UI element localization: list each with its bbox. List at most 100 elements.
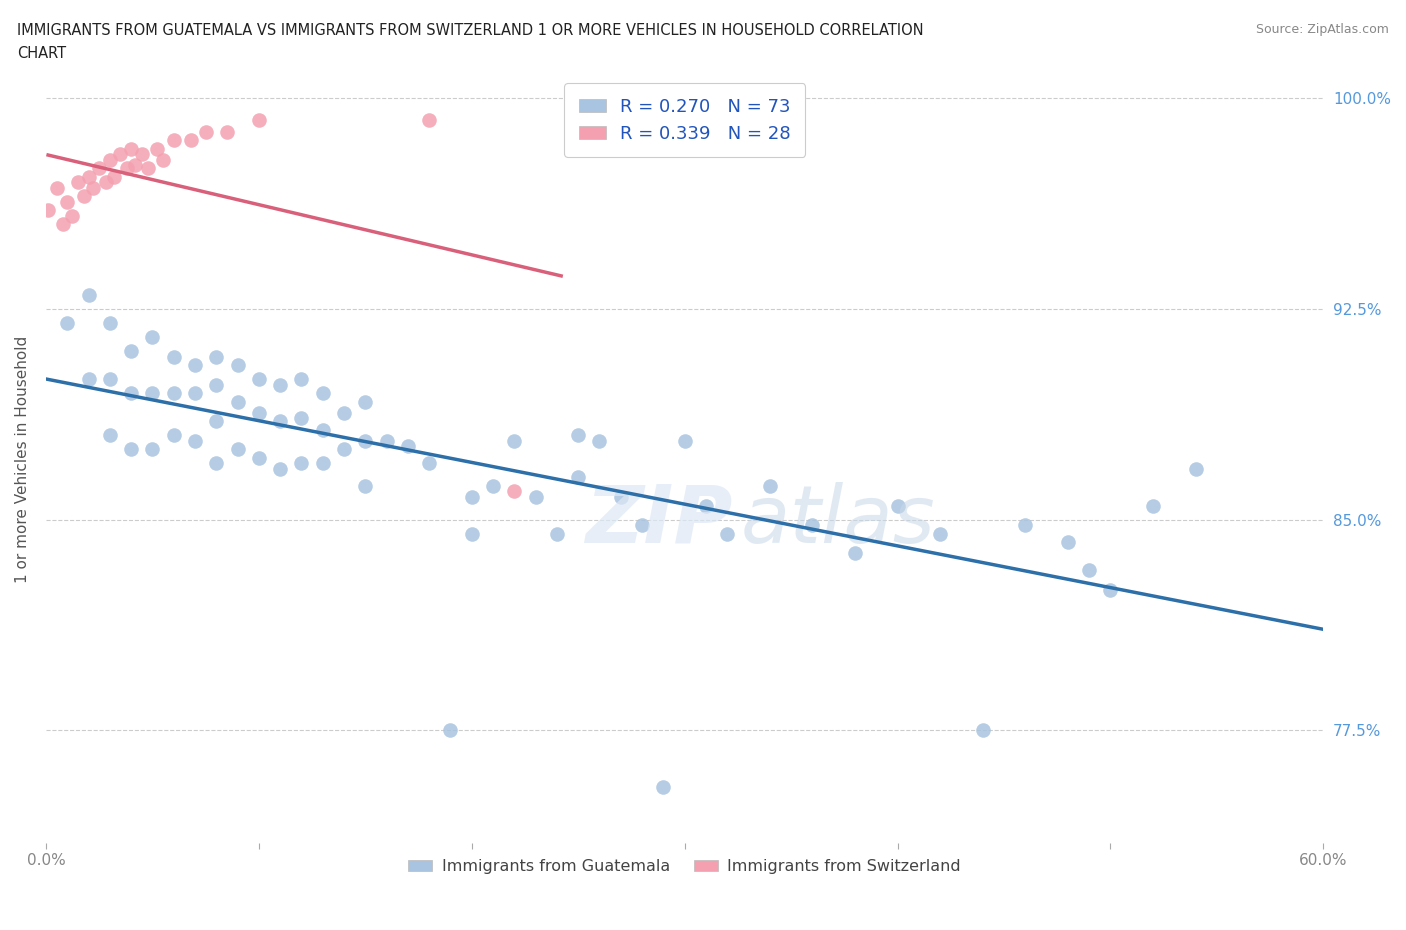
Point: [120, 386, 142, 401]
Point: [844, 546, 866, 561]
Point: [1142, 498, 1164, 513]
Point: [333, 405, 356, 420]
Point: [120, 442, 142, 457]
Point: [124, 158, 146, 173]
Text: CHART: CHART: [17, 46, 66, 61]
Point: [226, 442, 249, 457]
Point: [194, 125, 217, 140]
Point: [73, 189, 96, 204]
Point: [77, 372, 100, 387]
Point: [82, 180, 104, 195]
Point: [269, 378, 291, 392]
Point: [163, 386, 186, 401]
Text: ZIP: ZIP: [585, 482, 733, 560]
Point: [503, 484, 526, 498]
Point: [163, 133, 186, 148]
Point: [1056, 535, 1078, 550]
Point: [226, 357, 249, 372]
Point: [461, 489, 484, 504]
Point: [136, 161, 159, 176]
Point: [610, 489, 633, 504]
Point: [163, 349, 186, 364]
Point: [290, 456, 312, 471]
Point: [482, 478, 505, 493]
Point: [180, 133, 202, 148]
Point: [631, 518, 654, 533]
Point: [205, 349, 228, 364]
Point: [588, 433, 610, 448]
Point: [184, 433, 207, 448]
Point: [312, 456, 335, 471]
Point: [396, 439, 419, 454]
Point: [652, 779, 675, 794]
Point: [215, 125, 238, 140]
Point: [184, 357, 207, 372]
Point: [375, 433, 398, 448]
Point: [567, 470, 589, 485]
Text: atlas: atlas: [741, 482, 935, 560]
Point: [1014, 518, 1036, 533]
Point: [205, 378, 228, 392]
Point: [354, 394, 377, 409]
Point: [141, 442, 163, 457]
Point: [115, 161, 138, 176]
Point: [52, 217, 75, 232]
Point: [972, 723, 994, 737]
Point: [120, 343, 142, 358]
Point: [546, 526, 568, 541]
Point: [247, 372, 270, 387]
Point: [77, 287, 100, 302]
Point: [312, 386, 335, 401]
Point: [290, 411, 312, 426]
Point: [418, 113, 440, 127]
Point: [503, 433, 526, 448]
Point: [103, 169, 125, 184]
Point: [60, 208, 83, 223]
Point: [145, 141, 167, 156]
Point: [98, 372, 121, 387]
Point: [45, 180, 67, 195]
Point: [1099, 582, 1122, 597]
Point: [716, 526, 738, 541]
Point: [1184, 461, 1206, 476]
Point: [461, 526, 484, 541]
Point: [269, 461, 291, 476]
Point: [226, 394, 249, 409]
Point: [37, 203, 59, 218]
Point: [567, 428, 589, 443]
Y-axis label: 1 or more Vehicles in Household: 1 or more Vehicles in Household: [15, 336, 30, 583]
Legend: Immigrants from Guatemala, Immigrants from Switzerland: Immigrants from Guatemala, Immigrants fr…: [402, 853, 967, 881]
Point: [205, 414, 228, 429]
Point: [886, 498, 908, 513]
Point: [695, 498, 717, 513]
Point: [247, 450, 270, 465]
Point: [152, 153, 174, 167]
Point: [98, 428, 121, 443]
Point: [354, 478, 377, 493]
Point: [247, 405, 270, 420]
Point: [120, 141, 142, 156]
Point: [98, 153, 121, 167]
Text: IMMIGRANTS FROM GUATEMALA VS IMMIGRANTS FROM SWITZERLAND 1 OR MORE VEHICLES IN H: IMMIGRANTS FROM GUATEMALA VS IMMIGRANTS …: [17, 23, 924, 38]
Point: [131, 147, 153, 162]
Point: [312, 422, 335, 437]
Point: [673, 433, 696, 448]
Text: Source: ZipAtlas.com: Source: ZipAtlas.com: [1256, 23, 1389, 36]
Point: [439, 723, 461, 737]
Point: [758, 478, 780, 493]
Point: [141, 329, 163, 344]
Point: [333, 442, 356, 457]
Point: [801, 518, 824, 533]
Point: [77, 169, 100, 184]
Point: [524, 489, 547, 504]
Point: [94, 175, 117, 190]
Point: [89, 161, 111, 176]
Point: [56, 194, 79, 209]
Point: [290, 372, 312, 387]
Point: [269, 414, 291, 429]
Point: [929, 526, 952, 541]
Point: [98, 315, 121, 330]
Point: [1078, 563, 1101, 578]
Point: [354, 433, 377, 448]
Point: [56, 315, 79, 330]
